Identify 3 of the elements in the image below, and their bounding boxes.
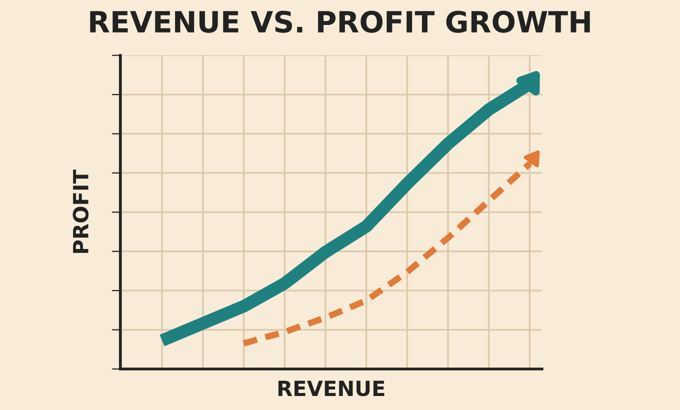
x-axis-title: REVENUE [278, 380, 384, 396]
y-axis-title: PROFIT [72, 170, 89, 253]
chart-title: REVENUE VS. PROFIT GROWTH [90, 10, 590, 33]
